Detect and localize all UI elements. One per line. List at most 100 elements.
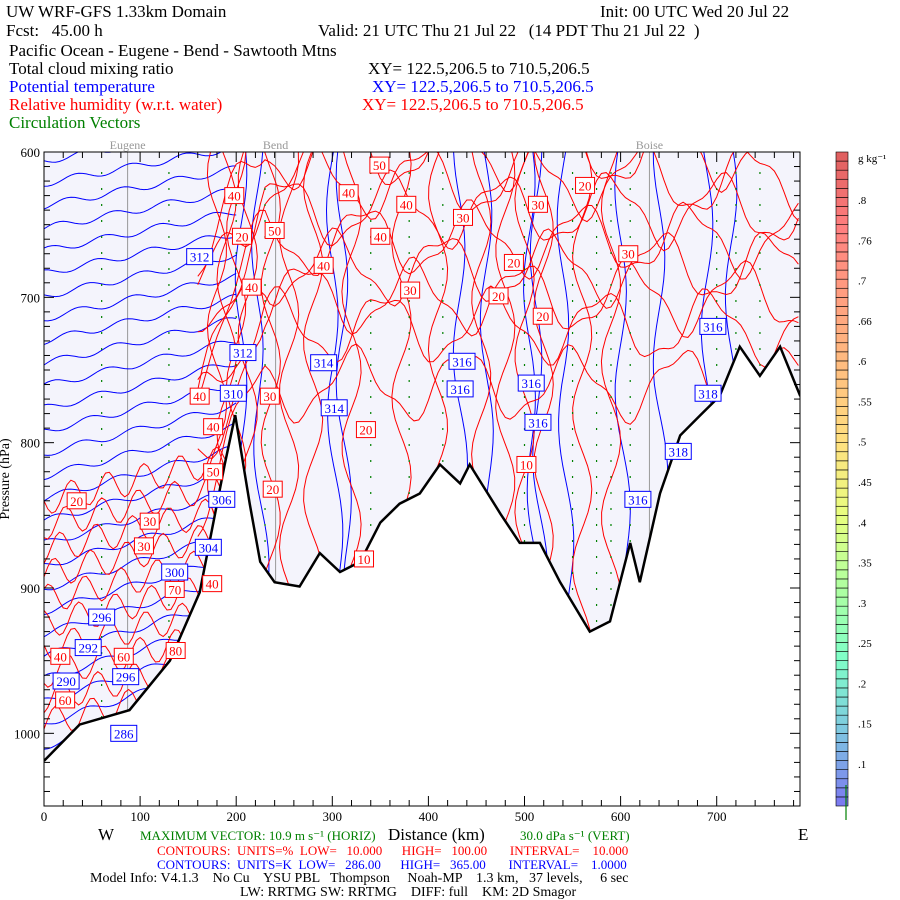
colorbar-swatch xyxy=(835,351,849,362)
theta-label: 296 xyxy=(92,610,112,625)
rh-label-box xyxy=(165,641,186,659)
rh-contour xyxy=(44,498,225,564)
rh-label-box xyxy=(313,256,334,274)
colorbar-swatch xyxy=(835,224,849,235)
theta-label-box xyxy=(524,413,552,431)
colorbar-swatch xyxy=(835,433,849,443)
theta-contour xyxy=(44,317,237,366)
rh-label: 70 xyxy=(168,582,181,597)
colorbar-label: .45 xyxy=(858,477,872,489)
theta-label-box xyxy=(664,442,692,460)
colorbar-label: .8 xyxy=(858,195,867,207)
theta-label: 318 xyxy=(669,444,689,459)
x-tick-label: 300 xyxy=(323,809,343,824)
colorbar-label: .4 xyxy=(858,517,867,529)
rh-label-box xyxy=(503,253,524,271)
theta-contour xyxy=(44,188,237,230)
colorbar-swatch xyxy=(835,633,849,643)
colorbar-swatch xyxy=(835,742,849,752)
theta-label: 296 xyxy=(116,670,136,685)
theta-contour xyxy=(44,340,237,385)
colorbar-swatch xyxy=(835,451,849,462)
rh-label: 80 xyxy=(169,643,182,658)
field-rh-name: Relative humidity (w.r.t. water) xyxy=(9,95,223,114)
colorbar-swatch xyxy=(835,306,849,316)
colorbar-swatch xyxy=(835,342,849,353)
forecast-hour: Fcst: 45.00 h xyxy=(6,21,103,40)
colorbar-swatch xyxy=(835,460,849,471)
colorbar-label: .6 xyxy=(858,356,867,368)
colorbar-swatch xyxy=(835,524,849,534)
field-cloud-name: Total cloud mixing ratio xyxy=(9,59,174,78)
colorbar-swatch xyxy=(835,251,849,262)
max-vector-vert: 30.0 dPa s⁻¹ (VERT) xyxy=(520,828,630,843)
theta-label: 306 xyxy=(212,492,232,507)
theta-contour xyxy=(44,514,237,566)
rh-label-box xyxy=(133,537,154,555)
colorbar-swatch xyxy=(835,751,849,761)
theta-contour xyxy=(44,293,237,345)
model-info: Model Info: V4.1.3 No Cu YSU PBL Thompso… xyxy=(90,871,629,886)
field-theta-xy: XY= 122.5,206.5 to 710.5,206.5 xyxy=(372,77,594,96)
theta-label: 286 xyxy=(114,726,134,741)
theta-contour xyxy=(44,152,222,187)
theta-label: 316 xyxy=(521,376,541,391)
theta-label: 312 xyxy=(190,250,210,265)
colorbar-swatch xyxy=(835,642,849,652)
model-info-physics: LW: RRTMG SW: RRTMG DIFF: full KM: 2D Sm… xyxy=(240,885,577,900)
theta-label: 290 xyxy=(56,674,76,689)
theta-contour-info: CONTOURS: UNITS=K LOW= 286.00 HIGH= 365.… xyxy=(157,857,627,872)
y-tick-label: 700 xyxy=(21,290,41,305)
colorbar-swatch xyxy=(835,333,849,344)
colorbar-swatch xyxy=(835,551,849,562)
colorbar-swatch xyxy=(835,769,849,780)
rh-contour xyxy=(197,169,799,333)
rh-label-box xyxy=(203,418,224,436)
plot-area: 312 312 310 314 314 316 316 316 316 316 318 318 316 3… xyxy=(44,152,800,806)
y-tick-label: 1000 xyxy=(14,726,40,741)
rh-label-box xyxy=(452,208,473,226)
colorbar-swatch xyxy=(835,178,849,189)
colorbar-label: .7 xyxy=(858,276,867,288)
init-time: Init: 00 UTC Wed 20 Jul 22 xyxy=(600,2,790,21)
rh-contour xyxy=(197,199,799,400)
colorbar-swatch xyxy=(835,560,849,571)
theta-label: 316 xyxy=(628,492,648,507)
colorbar-swatch xyxy=(835,733,849,743)
theta-label: 292 xyxy=(78,641,98,656)
colorbar-swatch xyxy=(835,169,849,180)
colorbar-swatch xyxy=(835,442,849,453)
colorbar-swatch xyxy=(835,188,849,198)
location-label-bend: Bend xyxy=(263,138,288,152)
rh-label-box xyxy=(50,647,71,665)
rh-label-box xyxy=(369,156,390,174)
theta-label-box xyxy=(699,317,727,335)
rh-label: 50 xyxy=(268,223,281,238)
rh-label: 40 xyxy=(207,420,220,435)
theta-contour xyxy=(44,402,237,456)
rh-label-box xyxy=(224,187,245,205)
colorbar-swatch xyxy=(835,387,849,398)
rh-label-box xyxy=(618,245,639,263)
rh-label: 50 xyxy=(207,465,220,480)
rh-label: 10 xyxy=(358,552,371,567)
rh-label-box xyxy=(202,575,223,593)
rh-label: 30 xyxy=(263,389,276,404)
theta-contour xyxy=(44,422,237,481)
location-label-eugene: Eugene xyxy=(110,138,146,152)
colorbar-swatch xyxy=(835,197,849,207)
colorbar-swatch xyxy=(835,360,849,371)
colorbar-swatch xyxy=(835,542,849,552)
colorbar-label: .55 xyxy=(858,396,872,408)
theta-label-box xyxy=(219,384,247,402)
rh-label: 10 xyxy=(520,457,533,472)
rh-label: 20 xyxy=(266,482,279,497)
rh-label: 40 xyxy=(374,229,387,244)
colorbar-swatch xyxy=(835,705,849,716)
rh-label: 50 xyxy=(373,158,386,173)
colorbar-swatch xyxy=(835,496,849,507)
route-label: Pacific Ocean - Eugene - Bend - Sawtooth… xyxy=(9,41,337,60)
theta-label-box xyxy=(194,538,222,556)
theta-label: 314 xyxy=(314,356,334,371)
rh-label-box xyxy=(400,281,421,299)
